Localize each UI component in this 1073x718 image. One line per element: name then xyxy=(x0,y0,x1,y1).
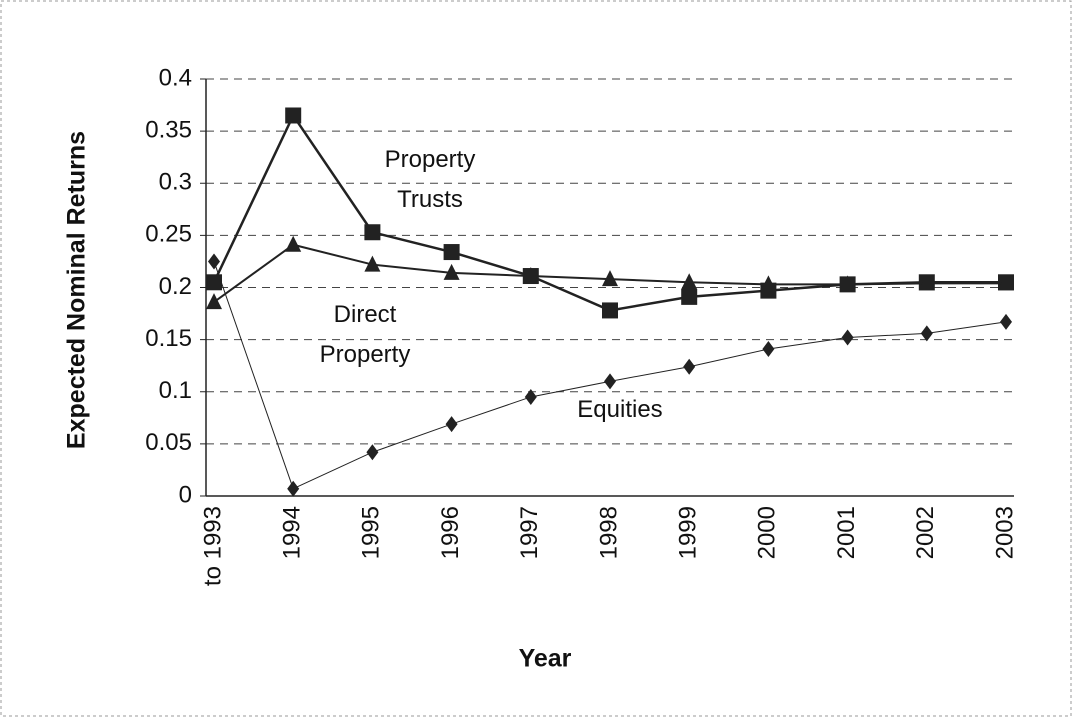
marker xyxy=(604,373,616,390)
marker xyxy=(762,341,775,358)
marker xyxy=(366,444,379,461)
marker xyxy=(602,302,618,319)
y-tick-label: 0.3 xyxy=(159,169,192,196)
marker xyxy=(839,275,856,292)
x-tick-label: 2002 xyxy=(912,506,939,559)
marker xyxy=(285,107,302,124)
marker xyxy=(285,235,302,252)
y-tick-label: 0.2 xyxy=(159,273,192,300)
marker xyxy=(841,329,854,346)
x-tick-label: 2001 xyxy=(833,506,860,559)
marker xyxy=(760,275,777,292)
x-tick-label: 2003 xyxy=(991,506,1018,559)
marker xyxy=(287,480,300,497)
series-label: Equities xyxy=(577,396,663,423)
marker xyxy=(920,325,933,342)
marker xyxy=(522,267,539,284)
x-tick-label: 1997 xyxy=(516,506,543,559)
marker xyxy=(681,273,698,290)
marker xyxy=(206,274,222,291)
y-tick-label: 0 xyxy=(179,481,192,508)
marker xyxy=(364,224,381,241)
marker xyxy=(918,274,935,291)
series-label: Direct Property xyxy=(319,301,411,368)
y-tick-label: 0.35 xyxy=(145,116,192,143)
y-tick-label: 0.15 xyxy=(145,325,192,352)
marker xyxy=(364,255,381,272)
y-tick-label: 0.4 xyxy=(159,64,192,91)
marker xyxy=(443,263,460,280)
marker xyxy=(602,270,618,287)
marker xyxy=(206,293,222,310)
x-tick-label: 1996 xyxy=(437,506,464,559)
marker xyxy=(208,253,220,270)
marker xyxy=(1000,313,1012,330)
marker xyxy=(681,288,698,305)
x-tick-label: 1994 xyxy=(279,506,306,559)
y-tick-label: 0.25 xyxy=(145,221,192,248)
marker xyxy=(445,416,458,433)
marker xyxy=(443,244,460,261)
marker xyxy=(998,274,1014,291)
marker xyxy=(524,388,537,405)
series-label: Property Trusts xyxy=(384,146,476,213)
y-tick-label: 0.05 xyxy=(145,429,192,456)
x-tick-label: 1999 xyxy=(675,506,702,559)
marker xyxy=(683,358,696,375)
y-tick-label: 0.1 xyxy=(159,377,192,404)
x-tick-label: 1995 xyxy=(358,506,385,559)
y-axis-title: Expected Nominal Returns xyxy=(63,131,91,449)
x-tick-label: 1998 xyxy=(595,506,622,559)
x-tick-label: 2000 xyxy=(754,506,781,559)
x-axis-title: Year xyxy=(519,645,572,673)
x-tick-label: to 1993 xyxy=(199,506,226,586)
